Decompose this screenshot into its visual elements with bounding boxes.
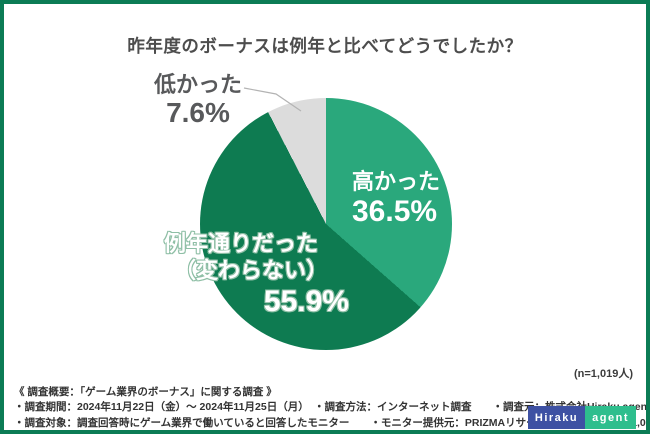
slice-label-same-text-line1: 例年通りだった	[164, 231, 319, 256]
slice-label-same-text-line2: （変わらない）	[174, 258, 329, 283]
slice-label-same-percent: 55.9%	[263, 285, 349, 318]
survey-overview-line2: ・調査対象：調査回答時にゲーム業界で働いていると回答したモニター ・モニター提供…	[14, 416, 650, 429]
slice-label-higher: 高かった 36.5%	[352, 168, 440, 227]
logo-hiraku-block: Hiraku	[527, 406, 586, 429]
slice-label-higher-percent: 36.5%	[352, 195, 438, 228]
hiraku-agent-logo: Hiraku agent	[527, 406, 636, 429]
slice-label-lower: 低かった 7.6%	[149, 71, 247, 127]
slice-label-same: 例年通りだった （変わらない） 55.9%	[164, 230, 349, 317]
slice-label-lower-text: 低かった	[153, 72, 242, 97]
survey-overview-heading: 《 調査概要：「ゲーム業界のボーナス」に関する調査 》	[14, 386, 277, 398]
survey-overview: 《 調査概要：「ゲーム業界のボーナス」に関する調査 》 ・調査期間：2024年1…	[14, 385, 650, 430]
sample-size-note: (n=1,019人)	[574, 368, 633, 380]
survey-overview-line1: ・調査期間：2024年11月22日（金）～ 2024年11月25日（月） ・調査…	[14, 401, 650, 414]
pie-chart	[200, 98, 452, 350]
slice-label-lower-percent: 7.6%	[166, 97, 230, 128]
chart-title: 昨年度のボーナスは例年と比べてどうでしたか？	[127, 36, 523, 56]
slice-label-higher-text: 高かった	[352, 169, 441, 194]
logo-agent-block: agent	[585, 406, 636, 429]
